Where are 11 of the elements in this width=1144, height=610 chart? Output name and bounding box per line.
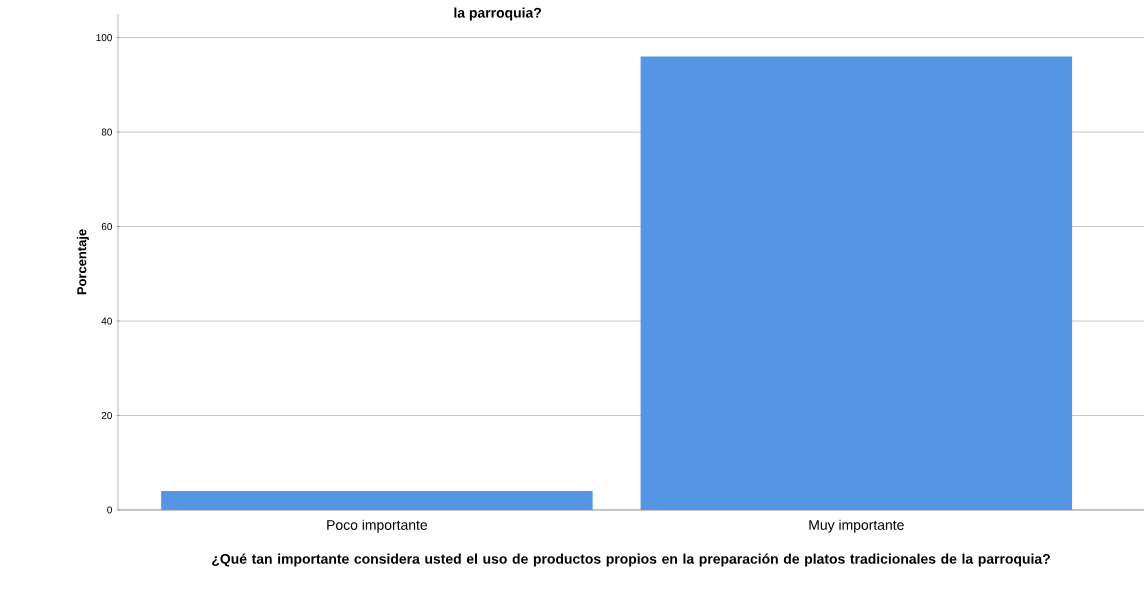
- y-tick-label: 40: [101, 317, 112, 325]
- x-tick-label: Muy importante: [809, 519, 904, 533]
- y-tick-label: 0: [107, 506, 112, 514]
- x-tick-label: Poco importante: [327, 519, 428, 533]
- y-tick-label: 60: [101, 223, 112, 231]
- y-tick-label: 20: [101, 411, 112, 420]
- y-tick-label: 100: [96, 34, 112, 42]
- y-tick-label: 80: [101, 128, 112, 136]
- x-axis-title: ¿Qué tan importante considera usted el uso de productos propios en la preparación de platos tradicionales de la parroquia?: [212, 553, 1050, 567]
- y-axis-title: Porcentaje: [76, 229, 89, 295]
- chart-title: la parroquia?: [454, 7, 541, 21]
